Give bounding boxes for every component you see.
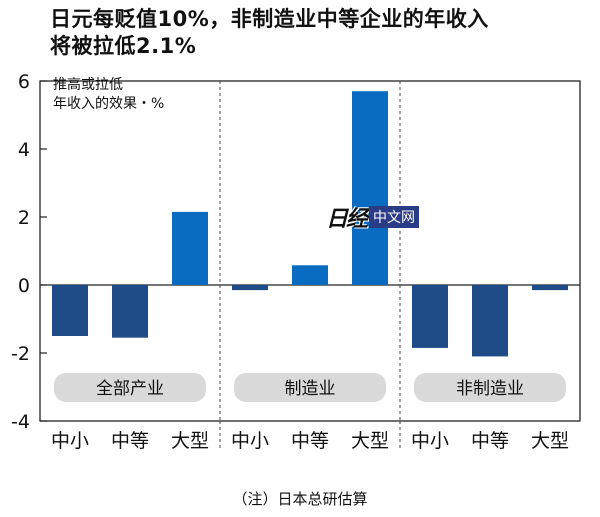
category-label: 中小: [411, 430, 449, 452]
category-label: 大型: [351, 430, 389, 452]
watermark-text: 中文网: [369, 206, 420, 228]
y-tick-label: -4: [11, 411, 30, 433]
group-label-pill: [414, 373, 566, 402]
category-label: 大型: [171, 430, 209, 452]
source-note: （注）日本总研估算: [232, 490, 368, 508]
y-axis-label: 推高或拉低 年收入的效果・%: [53, 76, 164, 114]
y-tick-label: 0: [18, 275, 30, 297]
y-axis-label-line-1: 推高或拉低: [53, 77, 123, 93]
y-tick-label: -2: [11, 343, 30, 365]
bar: [352, 91, 388, 285]
y-tick-label: 4: [18, 139, 30, 161]
bar: [472, 285, 508, 357]
category-label: 中等: [471, 430, 509, 452]
bar: [232, 285, 268, 291]
category-label: 中等: [111, 430, 149, 452]
watermark-logo: 日经: [326, 206, 368, 232]
group-label: 非制造业: [456, 379, 524, 399]
bar: [112, 285, 148, 338]
group-label-pill: [234, 373, 386, 402]
plot-frame: [39, 80, 581, 422]
group-label: 全部产业: [96, 379, 164, 399]
y-tick-label: 6: [18, 71, 30, 93]
group-label: 制造业: [285, 379, 336, 399]
chart-title: 日元每贬值10%，非制造业中等企业的年收入 将被拉低2.1%: [50, 6, 489, 60]
chart-title-line-2: 将被拉低2.1%: [50, 34, 197, 58]
group-label-pill: [54, 373, 206, 402]
bar: [172, 211, 208, 285]
watermark: 日经 中文网: [326, 201, 420, 233]
y-tick-label: 2: [18, 207, 30, 229]
category-label: 中小: [51, 430, 89, 452]
category-label: 中等: [291, 430, 329, 452]
chart-title-line-1: 日元每贬值10%，非制造业中等企业的年收入: [50, 7, 489, 31]
bar: [532, 285, 568, 291]
bar: [412, 285, 448, 348]
bar: [52, 285, 88, 336]
category-label: 大型: [531, 430, 569, 452]
category-label: 中小: [231, 430, 269, 452]
bar: [292, 265, 328, 285]
y-axis-label-line-2: 年收入的效果・%: [53, 96, 165, 112]
